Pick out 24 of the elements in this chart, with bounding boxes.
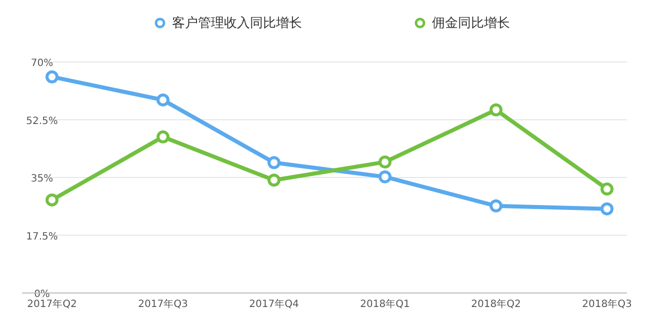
point xyxy=(378,155,392,168)
x-tick-label: 2018年Q2 xyxy=(471,298,521,310)
x-tick-label: 2017年Q4 xyxy=(249,298,299,310)
point xyxy=(600,182,614,196)
point xyxy=(268,174,280,187)
point xyxy=(378,170,392,184)
y-tick-label: 52.5% xyxy=(26,116,58,127)
point xyxy=(156,130,170,144)
point xyxy=(268,156,280,170)
point xyxy=(490,103,502,116)
x-tick-label: 2017年Q3 xyxy=(138,298,188,310)
x-tick-label: 2017年Q2 xyxy=(27,298,77,310)
y-tick-label: 17.5% xyxy=(26,231,58,242)
legend-label: 客户管理收入同比增长 xyxy=(172,15,302,31)
point xyxy=(46,70,58,84)
x-tick-label: 2018年Q1 xyxy=(360,298,410,310)
y-tick-label: 70% xyxy=(30,58,54,69)
point xyxy=(600,202,614,216)
x-tick-label: 2018年Q3 xyxy=(582,298,632,310)
point xyxy=(490,199,502,212)
point xyxy=(156,93,170,106)
y-tick-label: 35% xyxy=(30,174,54,184)
point xyxy=(46,193,58,206)
legend-label: 佣金同比增长 xyxy=(432,16,510,31)
